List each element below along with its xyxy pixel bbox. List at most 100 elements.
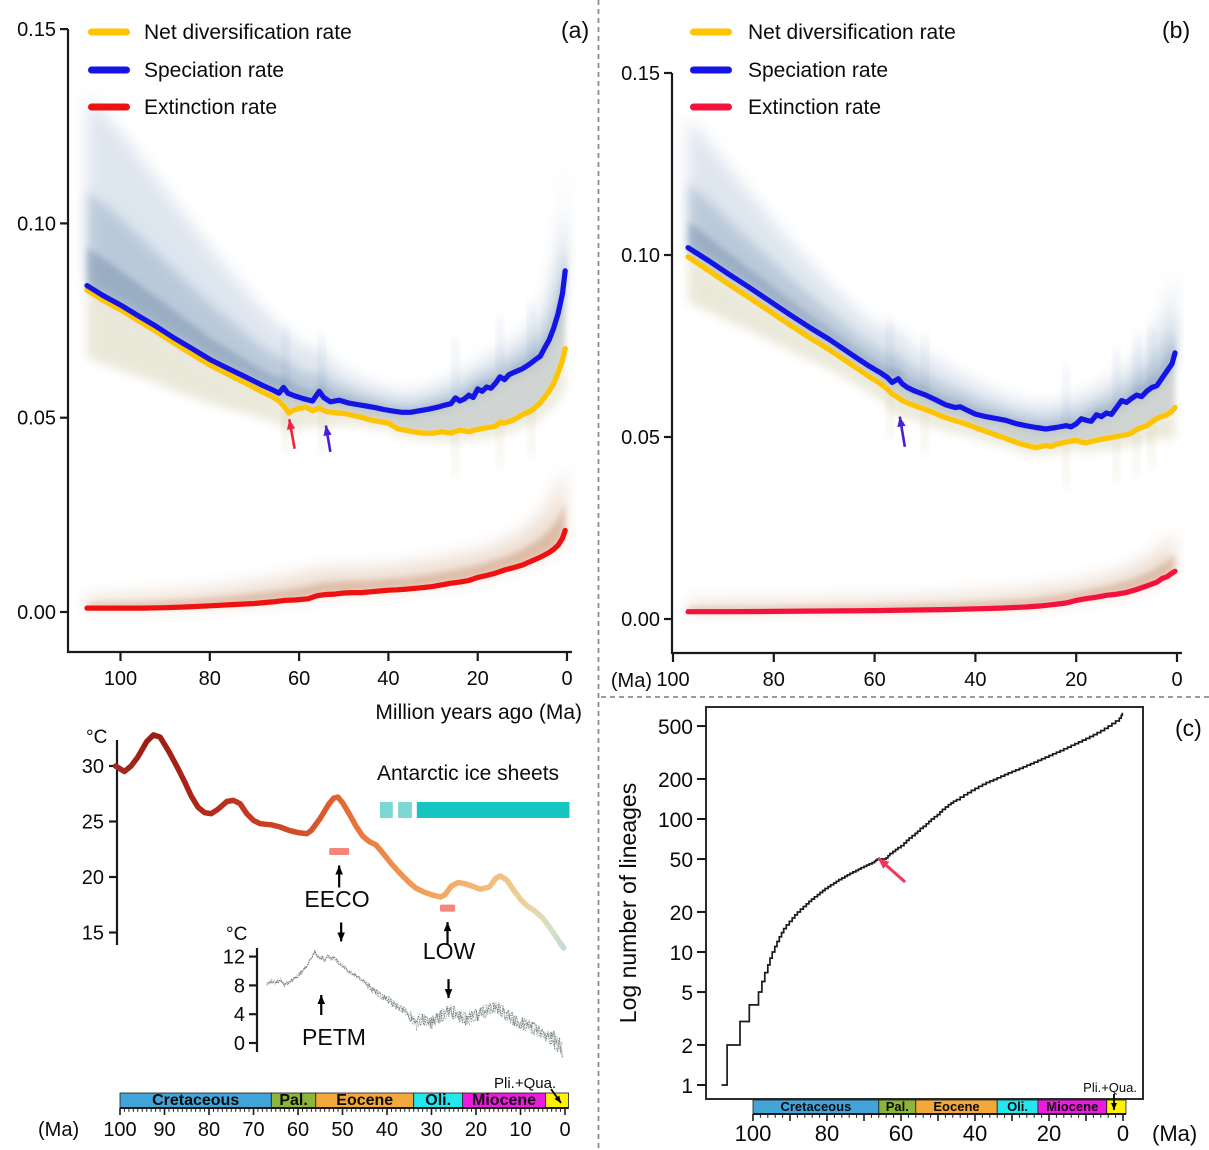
panel-c-y-tick-label: 10 bbox=[670, 942, 693, 965]
geo-axis-tick-label: 80 bbox=[198, 1119, 220, 1141]
geo-axis-tick-label: 50 bbox=[331, 1119, 353, 1141]
antarctic-ice-bar bbox=[398, 802, 412, 818]
geo-axis-tick-label: 0 bbox=[559, 1119, 570, 1141]
legend-swatch-net-diversification bbox=[88, 28, 130, 36]
panel-a-credible-bands bbox=[87, 95, 566, 609]
panel-c-ma-label: (Ma) bbox=[1152, 1121, 1197, 1146]
y-tick-label: 0.05 bbox=[621, 427, 660, 449]
panel-c-y-tick-label: 5 bbox=[681, 982, 693, 1005]
climate-y-tick-label: 20 bbox=[82, 867, 104, 889]
geo-period-label: Miocene bbox=[472, 1092, 536, 1109]
geo-axis-tick-label: 60 bbox=[287, 1119, 309, 1141]
antarctic-ice-bar bbox=[416, 802, 570, 818]
climate-y-tick-label: 25 bbox=[82, 812, 104, 834]
antarctic-ice-bar bbox=[379, 802, 393, 818]
geo-axis-tick-label: 70 bbox=[242, 1119, 264, 1141]
geo-period-label: Eocene bbox=[933, 1099, 979, 1114]
climate-inset-y-tick-label: 12 bbox=[223, 947, 245, 969]
legend-swatch-net-diversification bbox=[690, 28, 732, 36]
geo-axis-tick-label: 30 bbox=[420, 1119, 442, 1141]
panel-a-axes: 0.15 0.10 0.05 0.00 100 80 60 40 20 0 bbox=[17, 19, 573, 690]
geo-axis-tick-label: 90 bbox=[153, 1119, 175, 1141]
panel-c-y-tick-label: 100 bbox=[658, 809, 693, 832]
y-tick-label: 0.15 bbox=[621, 63, 660, 85]
legend-swatch-speciation bbox=[88, 66, 130, 74]
x-tick-label: 60 bbox=[863, 669, 885, 691]
x-tick-label: 60 bbox=[288, 668, 310, 690]
legend-label-net-diversification: Net diversification rate bbox=[748, 21, 956, 44]
climate-y-tick-label: 30 bbox=[82, 756, 104, 778]
panel-c-y-tick-label: 20 bbox=[670, 902, 693, 925]
geo-period-label: Cretaceous bbox=[780, 1099, 851, 1114]
panel-b-letter: (b) bbox=[1162, 17, 1190, 43]
climate-inset-y-tick-label: 8 bbox=[234, 975, 245, 997]
panel-b-axes: 0.15 0.10 0.05 0.00 100 80 60 40 20 0 bbox=[621, 63, 1183, 691]
climate-inset-y-tick-label: 4 bbox=[234, 1004, 245, 1026]
eeco-label: EECO bbox=[304, 886, 369, 912]
legend-label-speciation: Speciation rate bbox=[144, 59, 284, 82]
climate-inset-y-tick-label: 0 bbox=[234, 1033, 245, 1055]
geo-period-label: Oli. bbox=[425, 1092, 451, 1109]
climate-ma-label: (Ma) bbox=[38, 1119, 79, 1141]
legend-label-extinction: Extinction rate bbox=[748, 96, 881, 119]
y-tick-label: 0.10 bbox=[621, 245, 660, 267]
y-tick-label: 0.15 bbox=[17, 19, 56, 41]
eeco-marker bbox=[329, 847, 350, 855]
geo-axis-tick-label: 0 bbox=[1117, 1121, 1129, 1146]
panel-b-legend: Net diversification rate Speciation rate… bbox=[690, 21, 956, 119]
legend-swatch-speciation bbox=[690, 66, 732, 74]
geo-axis-tick-label: 60 bbox=[889, 1121, 913, 1146]
panel-b-curves bbox=[685, 245, 1178, 615]
legend-label-speciation: Speciation rate bbox=[748, 59, 888, 82]
geo-axis-tick-label: 20 bbox=[1037, 1121, 1061, 1146]
legend-label-extinction: Extinction rate bbox=[144, 96, 277, 119]
geo-period-label: Eocene bbox=[336, 1092, 393, 1109]
x-tick-label: 100 bbox=[104, 668, 137, 690]
low-label: LOW bbox=[423, 938, 476, 964]
legend-label-net-diversification: Net diversification rate bbox=[144, 21, 352, 44]
y-tick-label: 0.05 bbox=[17, 408, 56, 430]
panel-c-y-tick-label: 200 bbox=[658, 769, 693, 792]
geo-axis-tick-label: 10 bbox=[509, 1119, 531, 1141]
legend-swatch-extinction bbox=[690, 103, 732, 111]
low-marker bbox=[439, 904, 456, 912]
x-tick-label: 40 bbox=[377, 668, 399, 690]
geo-period-label: Cretaceous bbox=[152, 1092, 239, 1109]
legend-swatch-extinction bbox=[88, 103, 130, 111]
geo-axis-tick-label: 100 bbox=[735, 1121, 772, 1146]
x-tick-label: 100 bbox=[656, 669, 689, 691]
y-tick-label: 0.10 bbox=[17, 213, 56, 235]
panel-c-y-tick-label: 1 bbox=[681, 1075, 693, 1098]
y-tick-label: 0.00 bbox=[17, 602, 56, 624]
geo-period-pliqua bbox=[1106, 1099, 1127, 1115]
geo-period-label: Oli. bbox=[1007, 1099, 1028, 1114]
antarctic-ice-sheets-label: Antarctic ice sheets bbox=[377, 762, 559, 785]
panel-c-y-tick-label: 50 bbox=[670, 849, 693, 872]
pliqua-label-c: Pli.+Qua. bbox=[1083, 1080, 1137, 1095]
geo-axis-tick-label: 80 bbox=[815, 1121, 839, 1146]
panel-b-ma-label: (Ma) bbox=[611, 670, 652, 692]
geo-axis-tick-label: 40 bbox=[376, 1119, 398, 1141]
ltt-curve bbox=[721, 712, 1124, 1086]
geo-axis-tick-label: 40 bbox=[963, 1121, 987, 1146]
x-tick-label: 20 bbox=[467, 668, 489, 690]
panel-c-letter: (c) bbox=[1175, 715, 1202, 741]
panel-a-legend: Net diversification rate Speciation rate… bbox=[88, 21, 352, 119]
climate-y-tick-label: 15 bbox=[82, 923, 104, 945]
panel-a-curves bbox=[84, 268, 568, 611]
geo-axis-tick-label: 100 bbox=[103, 1119, 136, 1141]
x-tick-label: 40 bbox=[964, 669, 986, 691]
panel-a-letter: (a) bbox=[561, 17, 589, 43]
x-tick-label: 20 bbox=[1065, 669, 1087, 691]
geo-period-label: Pal. bbox=[886, 1099, 909, 1114]
x-tick-label: 0 bbox=[1171, 669, 1182, 691]
y-tick-label: 0.00 bbox=[621, 609, 660, 631]
geo-axis-tick-label: 20 bbox=[465, 1119, 487, 1141]
panel-a-x-axis-title: Million years ago (Ma) bbox=[375, 701, 582, 724]
geo-period-label: Miocene bbox=[1046, 1099, 1098, 1114]
x-tick-label: 0 bbox=[561, 668, 572, 690]
